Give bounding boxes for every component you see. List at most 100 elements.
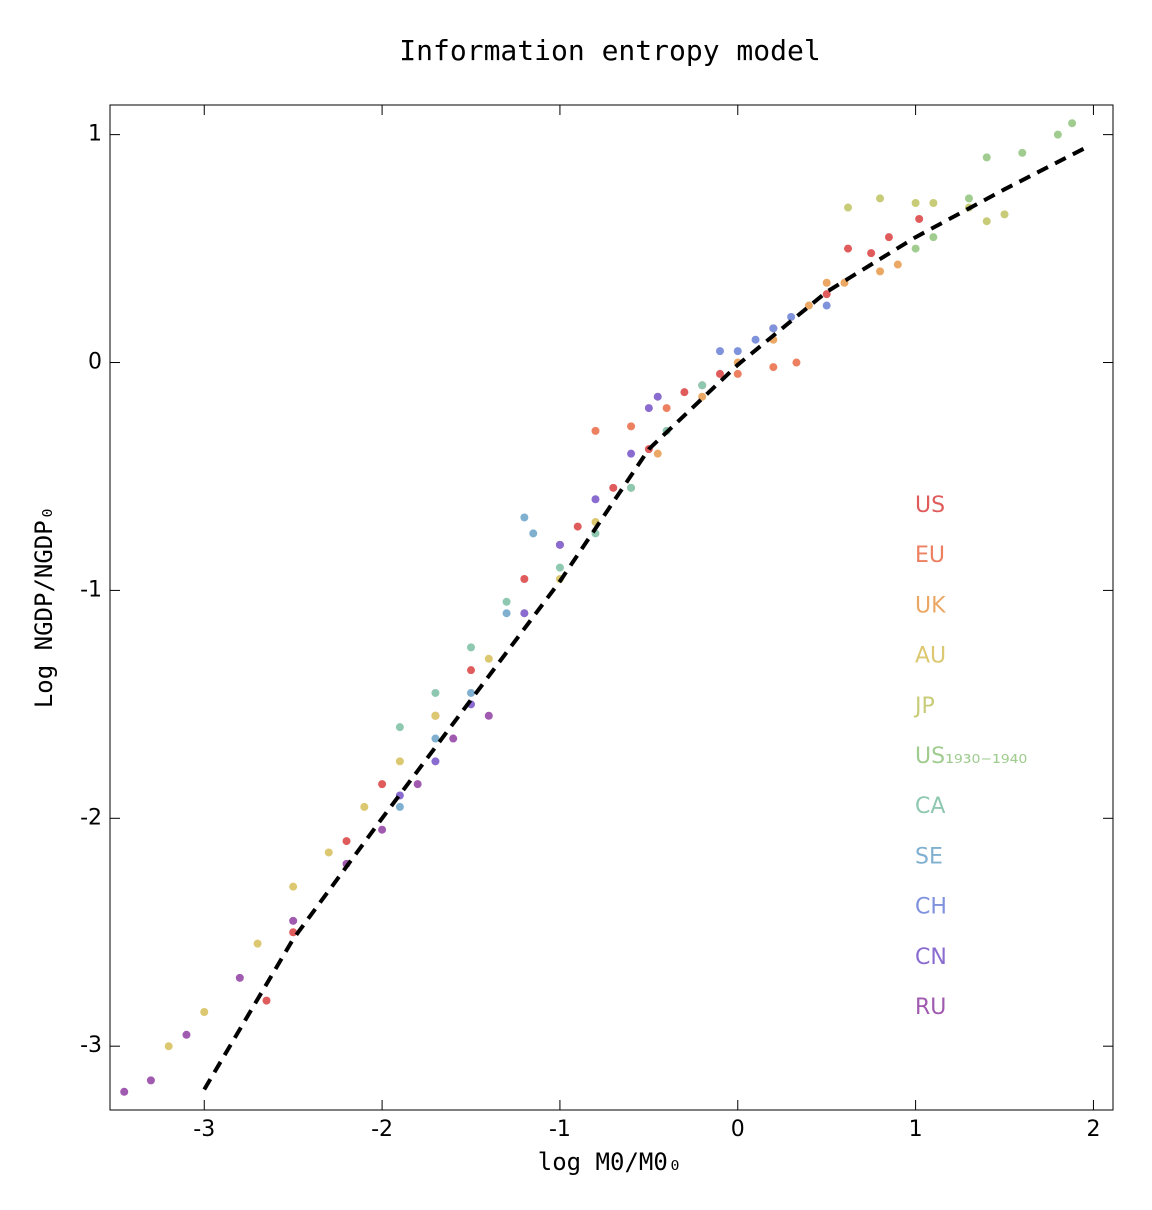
data-point — [698, 392, 707, 401]
data-point — [627, 422, 636, 431]
data-point — [715, 347, 724, 356]
data-point — [502, 609, 511, 618]
data-point — [164, 1042, 173, 1051]
data-point — [751, 335, 760, 344]
legend-label: CA — [915, 794, 945, 819]
x-tick-label: -2 — [371, 1117, 393, 1142]
data-point — [929, 233, 938, 242]
x-tick-label: 1 — [909, 1117, 923, 1142]
legend-label: RU — [915, 995, 946, 1020]
data-point — [769, 363, 778, 372]
data-point — [822, 290, 831, 299]
y-tick-label: -1 — [80, 577, 102, 602]
data-point — [1000, 210, 1009, 219]
data-point — [360, 802, 369, 811]
x-tick-label: 2 — [1086, 1117, 1100, 1142]
legend-label: UK — [915, 593, 946, 618]
data-point — [1053, 130, 1062, 139]
data-point — [289, 882, 298, 891]
data-point — [431, 688, 440, 697]
data-point — [467, 688, 476, 697]
x-axis-label: log M0/M0₀ — [538, 1148, 683, 1176]
data-point — [520, 513, 529, 522]
data-point — [146, 1076, 155, 1085]
data-point — [520, 575, 529, 584]
data-point — [591, 426, 600, 435]
legend-label: EU — [915, 543, 945, 568]
data-point — [289, 916, 298, 925]
data-point — [733, 369, 742, 378]
data-point — [1018, 148, 1027, 157]
data-point — [609, 483, 618, 492]
data-point — [792, 358, 801, 367]
data-point — [529, 529, 538, 538]
y-tick-label: -3 — [80, 1033, 102, 1058]
legend-label: US — [915, 493, 945, 518]
data-point — [555, 563, 564, 572]
data-point — [844, 203, 853, 212]
data-point — [378, 780, 387, 789]
data-point — [680, 388, 689, 397]
y-tick-label: -2 — [80, 805, 102, 830]
data-point — [467, 643, 476, 652]
data-point — [884, 233, 893, 242]
data-point — [844, 244, 853, 253]
data-point — [235, 973, 244, 982]
x-tick-label: -3 — [193, 1117, 215, 1142]
legend-label: JP — [913, 694, 935, 719]
data-point — [262, 996, 271, 1005]
model-line — [202, 146, 1086, 1091]
data-point — [769, 324, 778, 333]
data-point — [733, 347, 742, 356]
data-point — [200, 1008, 209, 1017]
data-point — [911, 244, 920, 253]
data-point — [253, 939, 262, 948]
data-point — [449, 734, 458, 743]
data-point — [289, 928, 298, 937]
y-tick-label: 1 — [88, 122, 102, 147]
data-point — [395, 802, 404, 811]
data-point — [964, 194, 973, 203]
data-point — [573, 522, 582, 531]
data-point — [484, 711, 493, 720]
data-point — [182, 1030, 191, 1039]
data-point — [787, 312, 796, 321]
data-point — [520, 609, 529, 618]
legend-label: SE — [915, 844, 943, 869]
data-point — [644, 404, 653, 413]
data-point — [324, 848, 333, 857]
x-tick-label: -1 — [549, 1117, 571, 1142]
data-point — [911, 198, 920, 207]
chart-title: Information entropy model — [399, 34, 820, 67]
data-point — [982, 153, 991, 162]
data-point — [431, 757, 440, 766]
data-point — [627, 449, 636, 458]
data-point — [395, 723, 404, 732]
plot-frame — [109, 104, 1114, 1111]
data-point — [876, 194, 885, 203]
data-point — [876, 267, 885, 276]
data-point — [555, 540, 564, 549]
data-point — [413, 780, 422, 789]
data-point — [893, 260, 902, 269]
data-point — [698, 381, 707, 390]
data-point — [653, 392, 662, 401]
y-tick-label: 0 — [88, 350, 102, 375]
y-axis-label: Log NGDP/NGDP₀ — [30, 506, 58, 708]
data-point — [915, 214, 924, 223]
data-point — [982, 217, 991, 226]
data-point — [929, 198, 938, 207]
data-point — [120, 1087, 129, 1096]
legend-label: AU — [915, 644, 946, 669]
data-point — [715, 369, 724, 378]
data-point — [822, 278, 831, 287]
data-point — [395, 757, 404, 766]
legend-label: US₁₉₃₀₋₁₉₄₀ — [915, 744, 1027, 769]
data-point — [467, 666, 476, 675]
data-point — [591, 495, 600, 504]
data-point — [627, 483, 636, 492]
data-point — [653, 449, 662, 458]
legend-label: CN — [915, 945, 947, 970]
data-point — [867, 249, 876, 258]
data-point — [431, 734, 440, 743]
